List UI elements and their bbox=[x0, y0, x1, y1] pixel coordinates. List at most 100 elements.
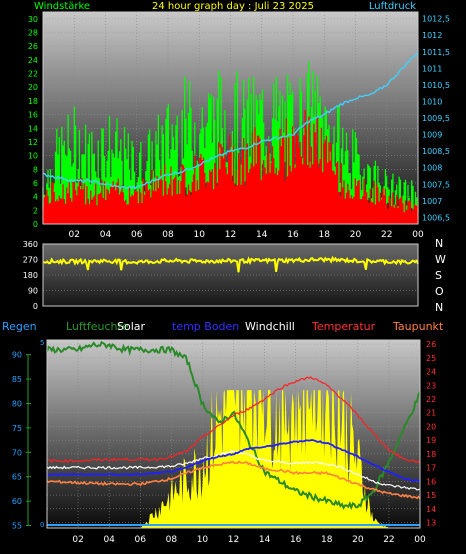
compass-label: S bbox=[435, 269, 442, 282]
pressure-tick-label: 1012,5 bbox=[422, 15, 450, 24]
wind-tick-label: 14 bbox=[28, 124, 38, 133]
humidity-tick-label: 75 bbox=[12, 424, 22, 433]
temperature-tick-label: 15 bbox=[426, 491, 436, 500]
winddir-tick-label: 90 bbox=[28, 287, 38, 296]
temperature-tick-label: 13 bbox=[426, 519, 436, 528]
x-tick-label: 06 bbox=[135, 535, 147, 545]
temperature-tick-label: 18 bbox=[426, 450, 436, 459]
panel3-frame bbox=[46, 339, 421, 529]
x-tick-label: 22 bbox=[381, 230, 392, 240]
pressure-tick-label: 1008 bbox=[422, 164, 442, 173]
x-tick-label: 18 bbox=[319, 230, 331, 240]
pressure-axis-label: Luftdruck bbox=[369, 1, 416, 12]
x-tick-label: 02 bbox=[72, 535, 83, 545]
x-tick-label: 08 bbox=[166, 535, 178, 545]
wind-tick-label: 4 bbox=[33, 193, 38, 202]
temperature-tick-label: 20 bbox=[426, 422, 436, 431]
wind-tick-label: 18 bbox=[28, 97, 38, 106]
temperature-series bbox=[46, 376, 421, 464]
temperature-tick-label: 25 bbox=[426, 354, 436, 363]
legend-temperatur: Temperatur bbox=[311, 320, 376, 333]
wind-axis-label: Windstärke bbox=[34, 1, 90, 12]
panel1-frame bbox=[42, 11, 419, 225]
graph-title: 24 hour graph day : Juli 23 2025 bbox=[152, 1, 314, 12]
x-tick-label: 00 bbox=[412, 230, 424, 240]
wind-tick-label: 6 bbox=[33, 179, 38, 188]
legend-taupunkt: Taupunkt bbox=[392, 320, 444, 333]
x-tick-label: 02 bbox=[69, 230, 80, 240]
legend-luftfeuchte: Luftfeuchte bbox=[66, 320, 129, 333]
wind-tick-label: 12 bbox=[28, 138, 38, 147]
rain-tick-label: 5 bbox=[40, 339, 44, 347]
pressure-tick-label: 1010,5 bbox=[422, 81, 450, 90]
x-tick-label: 16 bbox=[290, 535, 302, 545]
pressure-tick-label: 1009 bbox=[422, 131, 442, 140]
legend-solar: Solar bbox=[117, 320, 146, 333]
wind-tick-label: 16 bbox=[28, 111, 38, 120]
climate-panel-series bbox=[46, 340, 421, 528]
temperature-tick-label: 23 bbox=[426, 381, 436, 390]
wind-tick-label: 22 bbox=[28, 70, 38, 79]
compass-label: W bbox=[435, 253, 446, 266]
wind-tick-label: 10 bbox=[28, 152, 38, 161]
humidity-tick-label: 90 bbox=[12, 351, 22, 360]
winddir-tick-label: 360 bbox=[23, 240, 38, 249]
x-tick-label: 22 bbox=[383, 535, 394, 545]
temperature-tick-label: 14 bbox=[426, 505, 436, 514]
wind-tick-label: 20 bbox=[28, 83, 38, 92]
humidity-tick-label: 65 bbox=[12, 473, 22, 482]
temperature-tick-label: 22 bbox=[426, 395, 436, 404]
wind-tick-label: 24 bbox=[28, 56, 38, 65]
pressure-tick-label: 1011 bbox=[422, 64, 442, 73]
pressure-tick-label: 1011,5 bbox=[422, 48, 450, 57]
winddir-tick-label: 180 bbox=[23, 271, 38, 280]
x-tick-label: 10 bbox=[197, 535, 209, 545]
winddir-tick-label: 270 bbox=[23, 256, 38, 265]
humidity-tick-label: 70 bbox=[12, 448, 22, 457]
x-tick-label: 20 bbox=[350, 230, 362, 240]
wind-tick-label: 0 bbox=[33, 220, 38, 229]
winddir-tick-label: 0 bbox=[33, 302, 38, 311]
legend-regen: Regen bbox=[2, 320, 37, 333]
pressure-tick-label: 1009,5 bbox=[422, 114, 450, 123]
humidity-tick-label: 85 bbox=[12, 375, 22, 384]
x-tick-label: 08 bbox=[162, 230, 174, 240]
x-tick-label: 20 bbox=[352, 535, 364, 545]
x-tick-label: 14 bbox=[259, 535, 271, 545]
humidity-tick-label: 55 bbox=[12, 522, 22, 531]
pressure-series bbox=[42, 51, 419, 190]
rain-tick-label: 0 bbox=[40, 521, 44, 529]
x-tick-label: 18 bbox=[321, 535, 333, 545]
panel2-frame bbox=[42, 243, 419, 307]
temperature-tick-label: 21 bbox=[426, 409, 436, 418]
wind-tick-label: 8 bbox=[33, 165, 38, 174]
tick-labels: 0202040406060808101012121414161618182020… bbox=[12, 15, 450, 545]
solar-series bbox=[47, 390, 420, 528]
compass-label: O bbox=[435, 285, 444, 298]
wind-tick-label: 2 bbox=[33, 206, 38, 215]
pressure-tick-label: 1007,5 bbox=[422, 180, 450, 189]
temperature-tick-label: 17 bbox=[426, 464, 436, 473]
legend-windchill: Windchill bbox=[245, 320, 295, 333]
compass-label: N bbox=[435, 301, 443, 314]
temperature-tick-label: 19 bbox=[426, 436, 436, 445]
wind-tick-label: 30 bbox=[28, 15, 38, 24]
humidity-series bbox=[46, 340, 421, 511]
x-tick-label: 00 bbox=[414, 535, 426, 545]
x-tick-label: 16 bbox=[287, 230, 299, 240]
x-tick-label: 14 bbox=[256, 230, 268, 240]
wind-tick-label: 26 bbox=[28, 42, 38, 51]
x-tick-label: 04 bbox=[100, 230, 112, 240]
pressure-tick-label: 1008,5 bbox=[422, 147, 450, 156]
wind-panel-series bbox=[42, 51, 419, 224]
pressure-tick-label: 1006,5 bbox=[422, 213, 450, 222]
temperature-tick-label: 24 bbox=[426, 368, 436, 377]
pressure-tick-label: 1007 bbox=[422, 197, 442, 206]
x-tick-label: 12 bbox=[228, 535, 239, 545]
pressure-tick-label: 1012 bbox=[422, 31, 442, 40]
x-tick-label: 10 bbox=[194, 230, 206, 240]
x-tick-label: 04 bbox=[103, 535, 115, 545]
temperature-tick-label: 26 bbox=[426, 340, 436, 349]
